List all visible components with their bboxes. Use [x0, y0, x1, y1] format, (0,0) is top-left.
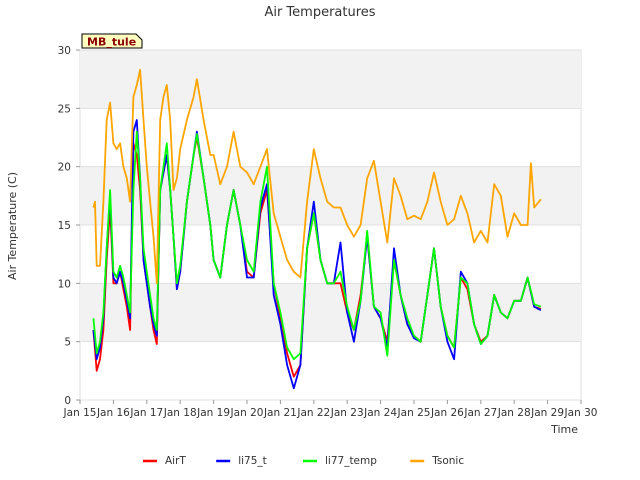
x-axis-label: Time — [550, 423, 578, 436]
grid-band — [80, 166, 581, 225]
x-tick-label: Jan 29 — [530, 407, 564, 419]
x-tick-label: Jan 18 — [163, 407, 197, 419]
x-tick-label: Jan 23 — [330, 407, 364, 419]
x-tick-label: Jan 26 — [430, 407, 464, 419]
legend-label-airt: AirT — [165, 455, 186, 467]
x-tick-label: Jan 17 — [129, 407, 163, 419]
legend-label-li77-temp: li77_temp — [325, 455, 377, 467]
y-tick-label: 30 — [58, 45, 71, 57]
x-tick-label: Jan 19 — [196, 407, 230, 419]
series-line-li77-temp — [92, 130, 542, 361]
y-tick-label: 20 — [58, 162, 71, 174]
series-line-tsonic — [92, 68, 542, 285]
site-label-badge: MB_tule — [81, 33, 143, 49]
x-tick-label: Jan 30 — [564, 407, 598, 419]
y-tick-label: 5 — [64, 337, 71, 349]
series-lines — [92, 68, 542, 390]
y-tick-label: 25 — [58, 103, 71, 115]
x-tick-label: Jan 28 — [497, 407, 531, 419]
x-tick-label: Jan 16 — [96, 407, 130, 419]
legend-label-li75-t: li75_t — [238, 455, 267, 467]
legend: AirT li75_t li77_temp Tsonic — [143, 455, 464, 467]
y-axis: 0 5 10 15 20 25 30 — [58, 45, 80, 407]
x-tick-label: Jan 22 — [296, 407, 330, 419]
x-tick-label: Jan 15 — [63, 407, 97, 419]
x-tick-label: Jan 27 — [463, 407, 497, 419]
x-tick-label: Jan 20 — [230, 407, 264, 419]
x-tick-label: Jan 25 — [397, 407, 431, 419]
y-tick-label: 10 — [58, 278, 71, 290]
grid-band — [80, 283, 581, 342]
x-tick-label: Jan 24 — [363, 407, 397, 419]
chart-title: Air Temperatures — [264, 5, 375, 20]
y-tick-label: 15 — [58, 220, 71, 232]
legend-label-tsonic: Tsonic — [431, 455, 464, 467]
site-label-text: MB_tule — [87, 36, 136, 49]
y-tick-label: 0 — [64, 395, 71, 407]
grid-band — [80, 50, 581, 109]
x-tick-label: Jan 21 — [263, 407, 297, 419]
y-axis-label: Air Temperature (C) — [6, 172, 19, 280]
x-axis: Jan 15 Jan 16 Jan 17 Jan 18 Jan 19 Jan 20 Jan … — [63, 400, 598, 419]
